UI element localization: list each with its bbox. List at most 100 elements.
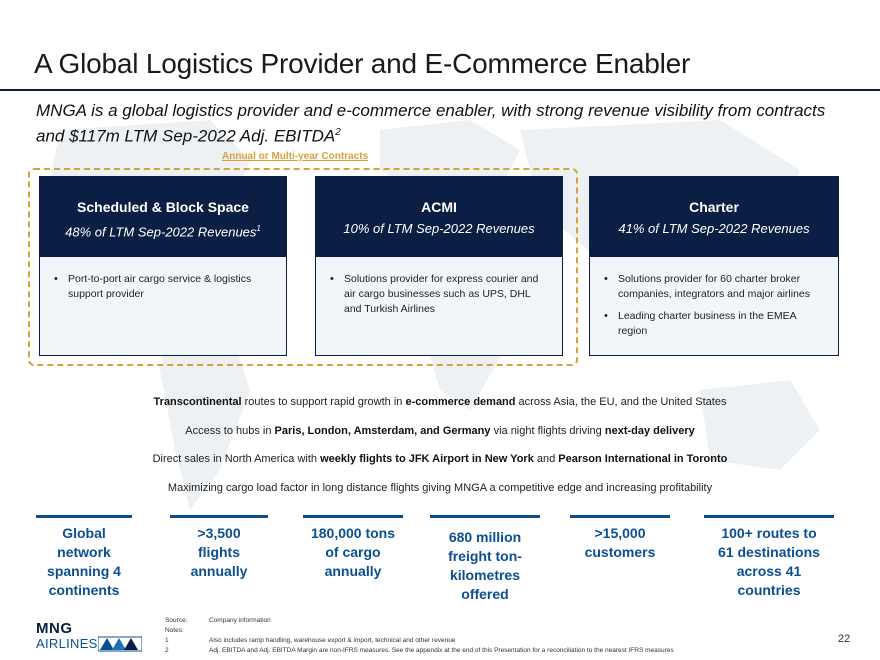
kpi-freight-ton-km: 680 million freight ton-kilometres offered <box>430 515 540 604</box>
logo-line1: MNG <box>36 620 73 637</box>
statement-segment: via night flights driving <box>490 425 605 437</box>
footnote-row: 2 Adj. EBITDA and Adj. EBITDA Margin are … <box>165 646 674 656</box>
footnote-row: 1 Also includes ramp handling, warehouse … <box>165 636 674 646</box>
kpi-line: annually <box>190 563 248 579</box>
card-subtitle: 41% of LTM Sep-2022 Revenues <box>618 221 810 236</box>
kpi-line: 61 destinations <box>718 544 820 560</box>
statement-segment: Direct sales in North America with <box>152 453 321 465</box>
kpi-line: spanning 4 <box>47 563 121 579</box>
kpi-line: >3,500 <box>197 525 241 541</box>
subtitle-footnote-ref: 2 <box>335 127 341 138</box>
kpi-bar <box>430 515 540 518</box>
title-divider <box>0 89 880 91</box>
card-charter: Charter 41% of LTM Sep-2022 Revenues Sol… <box>589 176 839 356</box>
card-subtitle-text: 48% of LTM Sep-2022 Revenues <box>65 224 257 240</box>
card-header: Scheduled & Block Space 48% of LTM Sep-2… <box>40 177 286 257</box>
statement-transcontinental: Transcontinental routes to support rapid… <box>40 396 840 408</box>
kpi-line: annually <box>324 563 382 579</box>
card-title: ACMI <box>421 199 457 215</box>
kpi-text: 180,000 tons of cargo annually <box>303 524 403 581</box>
kpi-line: 180,000 tons <box>310 525 396 541</box>
mng-airlines-logo: MNG AIRLINES <box>36 621 142 652</box>
kpi-line: across 41 <box>736 563 802 579</box>
statement-segment: Transcontinental <box>153 396 242 408</box>
kpi-bar <box>36 515 132 518</box>
kpi-bar <box>570 515 670 518</box>
page-subtitle: MNGA is a global logistics provider and … <box>36 100 856 148</box>
statement-segment: and <box>533 453 559 465</box>
kpi-line: customers <box>584 544 656 560</box>
mng-emblem-icon <box>97 636 142 652</box>
footnote-key: 1 <box>165 637 169 644</box>
kpi-line: Global <box>62 525 106 541</box>
card-header: ACMI 10% of LTM Sep-2022 Revenues <box>316 177 562 257</box>
statement-segment: Paris, London, Amsterdam, and Germany <box>274 425 491 437</box>
kpi-flights: >3,500 flights annually <box>170 515 268 581</box>
footnote-row: Source: Company information <box>165 616 674 626</box>
kpi-line: kilometres <box>449 567 521 583</box>
statement-segment: Maximizing cargo load factor in long dis… <box>167 482 713 494</box>
statement-segment: Access to hubs in <box>185 425 275 437</box>
card-subtitle: 48% of LTM Sep-2022 Revenues1 <box>40 220 286 241</box>
kpi-line: >15,000 <box>594 525 646 541</box>
kpi-routes: 100+ routes to 61 destinations across 41 co… <box>704 515 834 600</box>
statement-north-america: Direct sales in North America with weekl… <box>40 453 840 465</box>
footnote-text: Company information <box>209 617 271 624</box>
logo-line2-row: AIRLINES <box>36 636 142 652</box>
kpi-line: freight ton- <box>448 548 522 564</box>
kpi-line: 100+ routes to <box>721 525 817 541</box>
kpi-text: >15,000 customers <box>570 524 670 562</box>
kpi-bar <box>704 515 834 518</box>
card-acmi: ACMI 10% of LTM Sep-2022 Revenues Soluti… <box>315 176 563 356</box>
footnote-row: Notes: <box>165 626 674 636</box>
contracts-dashed-group <box>28 168 578 366</box>
card-bullet: Solutions provider for 60 charter broker… <box>602 272 826 302</box>
footnote-key: 2 <box>165 647 169 654</box>
logo-line2: AIRLINES <box>36 636 98 651</box>
statement-segment: next-day delivery <box>604 425 695 437</box>
kpi-text: >3,500 flights annually <box>170 524 268 581</box>
contracts-label: Annual or Multi-year Contracts <box>222 151 369 162</box>
kpi-line: network <box>57 544 111 560</box>
card-bullet: Leading charter business in the EMEA reg… <box>602 309 826 339</box>
kpi-text: 680 million freight ton-kilometres offered <box>430 528 540 604</box>
kpi-global-network: Global network spanning 4 continents <box>36 515 132 600</box>
card-scheduled-block-space: Scheduled & Block Space 48% of LTM Sep-2… <box>39 176 287 356</box>
statement-segment: across Asia, the EU, and the United Stat… <box>515 396 727 408</box>
footnote-key: Source: <box>165 617 188 624</box>
kpi-line: flights <box>198 544 240 560</box>
page-title: A Global Logistics Provider and E-Commer… <box>34 48 691 79</box>
statement-load-factor: Maximizing cargo load factor in long dis… <box>40 482 840 494</box>
statement-segment: Pearson International in Toronto <box>558 453 728 465</box>
subtitle-text: MNGA is a global logistics provider and … <box>36 101 826 146</box>
footnote-key: Notes: <box>165 627 184 634</box>
card-bullet: Port-to-port air cargo service & logisti… <box>52 272 274 302</box>
page-number: 22 <box>838 633 851 645</box>
footnotes: Source: Company information Notes: 1 Also in… <box>165 616 674 656</box>
kpi-line: 680 million <box>448 529 522 545</box>
kpi-cargo-tons: 180,000 tons of cargo annually <box>303 515 403 581</box>
statement-hubs: Access to hubs in Paris, London, Amsterd… <box>40 425 840 437</box>
card-title: Scheduled & Block Space <box>77 199 249 215</box>
footnote-text: Also includes ramp handling, warehouse e… <box>209 637 456 644</box>
kpi-text: 100+ routes to 61 destinations across 41 co… <box>704 524 834 600</box>
card-subtitle: 10% of LTM Sep-2022 Revenues <box>343 221 535 236</box>
kpi-line: continents <box>48 582 120 598</box>
kpi-bar <box>170 515 268 518</box>
footnote-text: Adj. EBITDA and Adj. EBITDA Margin are n… <box>209 647 674 654</box>
kpi-customers: >15,000 customers <box>570 515 670 562</box>
kpi-line: offered <box>461 586 509 602</box>
kpi-line: countries <box>737 582 801 598</box>
card-body: Port-to-port air cargo service & logisti… <box>40 257 286 355</box>
kpi-line: of cargo <box>325 544 381 560</box>
card-title: Charter <box>689 199 739 215</box>
card-body: Solutions provider for express courier a… <box>316 257 562 355</box>
card-body: Solutions provider for 60 charter broker… <box>590 257 838 355</box>
statement-segment: routes to support rapid growth in <box>241 396 406 408</box>
kpi-text: Global network spanning 4 continents <box>36 524 132 600</box>
kpi-bar <box>303 515 403 518</box>
card-header: Charter 41% of LTM Sep-2022 Revenues <box>590 177 838 257</box>
statement-segment: e-commerce demand <box>405 396 516 408</box>
card-footnote-ref: 1 <box>256 224 261 233</box>
statement-segment: weekly flights to JFK Airport in New Yor… <box>320 453 534 465</box>
